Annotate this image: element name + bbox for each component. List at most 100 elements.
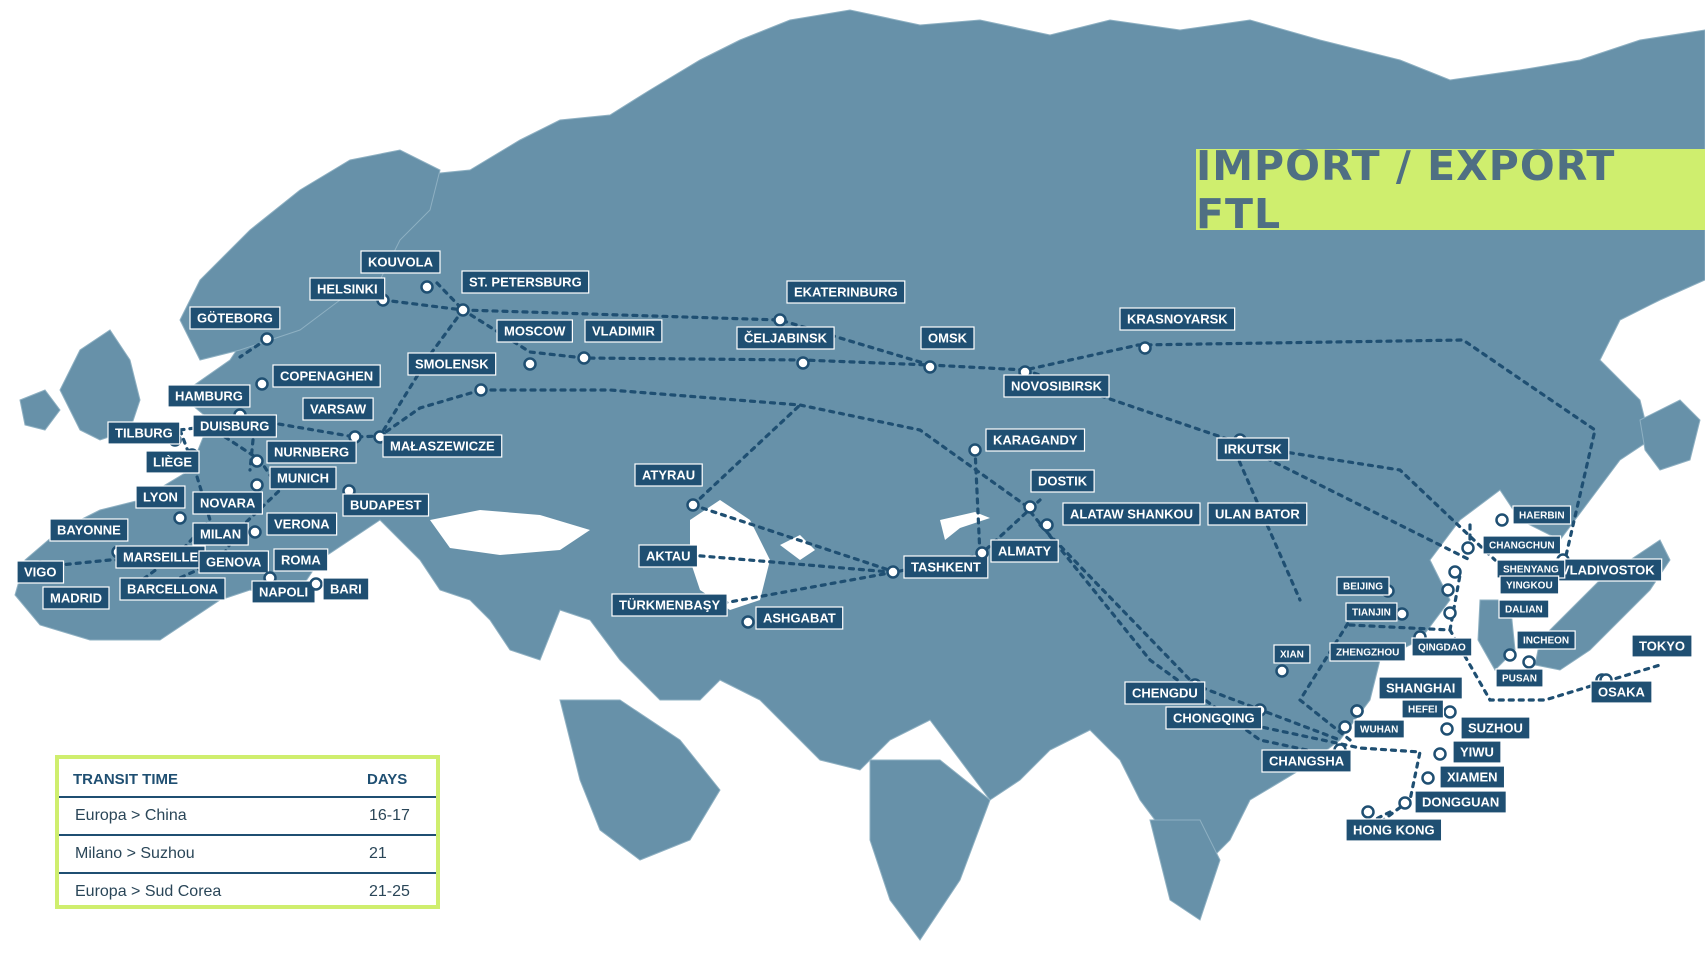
city-dot <box>1443 705 1457 719</box>
city-label-box <box>1452 740 1502 764</box>
city-label: DALIAN <box>1505 605 1543 616</box>
city-label-box <box>584 319 663 343</box>
city-dot <box>1338 720 1352 734</box>
city-alataw-shankou: ALATAW SHANKOU <box>1040 502 1201 532</box>
city-ekaterinburg: EKATERINBURG <box>773 280 906 327</box>
city-label-box <box>1439 765 1506 789</box>
city-pusan: PUSAN <box>1495 655 1544 688</box>
city-budapest: BUDAPEST <box>342 484 430 517</box>
city-label-box <box>1482 535 1562 555</box>
days-cell: 21 <box>353 835 436 874</box>
city-dongguan: DONGGUAN <box>1398 790 1507 814</box>
city-label-box <box>736 326 835 350</box>
city-karagandy: KARAGANDY <box>968 428 1086 457</box>
city-dot <box>420 280 434 294</box>
city-dot <box>523 357 537 371</box>
city-label: HAERBIN <box>1519 511 1565 522</box>
city-madrid: MADRID <box>42 586 110 610</box>
city-label-box <box>611 593 728 617</box>
city-vigo: VIGO <box>16 560 65 584</box>
city-label: CHANGSHA <box>1269 754 1345 769</box>
city-label-box <box>309 277 386 301</box>
city-label: XIAN <box>1280 650 1304 661</box>
city-dot <box>886 565 900 579</box>
city-label: BARCELLONA <box>127 582 219 597</box>
city-label-box <box>496 319 573 343</box>
city-label-box <box>634 463 703 487</box>
city-label: PUSAN <box>1502 674 1537 685</box>
city-dot <box>577 351 591 365</box>
city-label-box <box>1273 644 1311 664</box>
city-st-petersburg: ST. PETERSBURG <box>456 270 590 317</box>
city-ulan-bator: ULAN BATOR <box>1207 502 1308 526</box>
city-dot <box>796 356 810 370</box>
city-dot <box>1138 341 1152 355</box>
city-label-box <box>1207 502 1308 526</box>
city-dalian: DALIAN <box>1443 599 1550 620</box>
city-markers: KOUVOLA HELSINKI ST. PETERSBURG GÖTEBORG MOS… <box>16 250 1693 842</box>
city-label: TÜRKMENBAŞY <box>619 598 720 613</box>
seas <box>430 500 990 610</box>
city-label: VIGO <box>24 565 57 580</box>
city-label-box <box>251 580 316 604</box>
city-dot <box>1495 513 1509 527</box>
city-dot <box>456 303 470 317</box>
city-dot <box>474 383 488 397</box>
city-atyrau: ATYRAU <box>634 463 703 512</box>
city-label: VERONA <box>274 517 330 532</box>
city-label: NOVOSIBIRSK <box>1011 379 1103 394</box>
city-label-box <box>192 491 263 515</box>
city-label: YIWU <box>1460 745 1494 760</box>
city-label-box <box>985 428 1086 452</box>
city-tilburg: TILBURG <box>107 421 182 447</box>
city-label: TILBURG <box>115 426 173 441</box>
route-cell: Europa > Sud Corea <box>75 883 222 900</box>
city-changchun: CHANGCHUN <box>1461 535 1562 555</box>
city-label: DUISBURG <box>200 419 269 434</box>
city-dot <box>255 377 269 391</box>
city-wuhan: WUHAN <box>1338 719 1405 739</box>
city-varsaw: VARSAW <box>302 397 374 444</box>
city-label-box <box>302 397 374 421</box>
city-label: EKATERINBURG <box>794 285 898 300</box>
city-chongqing: CHONGQING <box>1165 703 1267 730</box>
city-label: BARI <box>330 582 362 597</box>
city-label-box <box>1401 699 1445 719</box>
city-omsk: OMSK <box>920 326 975 374</box>
city-label: BEIJING <box>1343 582 1383 593</box>
city-label-box <box>1498 599 1550 619</box>
city-label: BUDAPEST <box>350 498 422 513</box>
city-nurnberg: NURNBERG <box>250 440 357 468</box>
header-transit-time: TRANSIT TIME <box>59 763 353 798</box>
city-ashgabat: ASHGABAT <box>741 606 844 630</box>
city-tashkent: TASHKENT <box>886 555 989 579</box>
city-label-box <box>407 352 497 376</box>
city-label: ASHGABAT <box>763 611 836 626</box>
city-bari: BARI <box>309 577 370 601</box>
city-label-box <box>920 326 975 350</box>
city-helsinki: HELSINKI <box>309 277 390 307</box>
city-dot <box>1503 648 1517 662</box>
header-days: DAYS <box>353 763 436 798</box>
city-dot <box>309 577 323 591</box>
city-label: NURNBERG <box>274 445 349 460</box>
city-label: NAPOLI <box>259 585 308 600</box>
city-dot <box>1040 518 1054 532</box>
city-label-box <box>135 485 186 509</box>
city-label-box <box>1631 634 1693 658</box>
city-vladivostok: VLADIVOSTOK <box>1553 553 1663 582</box>
city-smolensk: SMOLENSK <box>407 352 497 397</box>
city-label: ST. PETERSBURG <box>469 275 582 290</box>
city-label: CHANGCHUN <box>1489 541 1555 552</box>
city-label-box <box>266 440 357 464</box>
city-dot <box>1440 722 1454 736</box>
city-label: VARSAW <box>310 402 367 417</box>
city-label-box <box>198 550 269 574</box>
table-header-row: TRANSIT TIME DAYS <box>59 763 436 798</box>
city-dot <box>1350 704 1364 718</box>
city-label: MAŁASZEWICZE <box>390 439 495 454</box>
city-dot <box>773 313 787 327</box>
city-label-box <box>1378 676 1463 700</box>
city-dot <box>1522 655 1536 669</box>
city-label-box <box>638 544 699 568</box>
